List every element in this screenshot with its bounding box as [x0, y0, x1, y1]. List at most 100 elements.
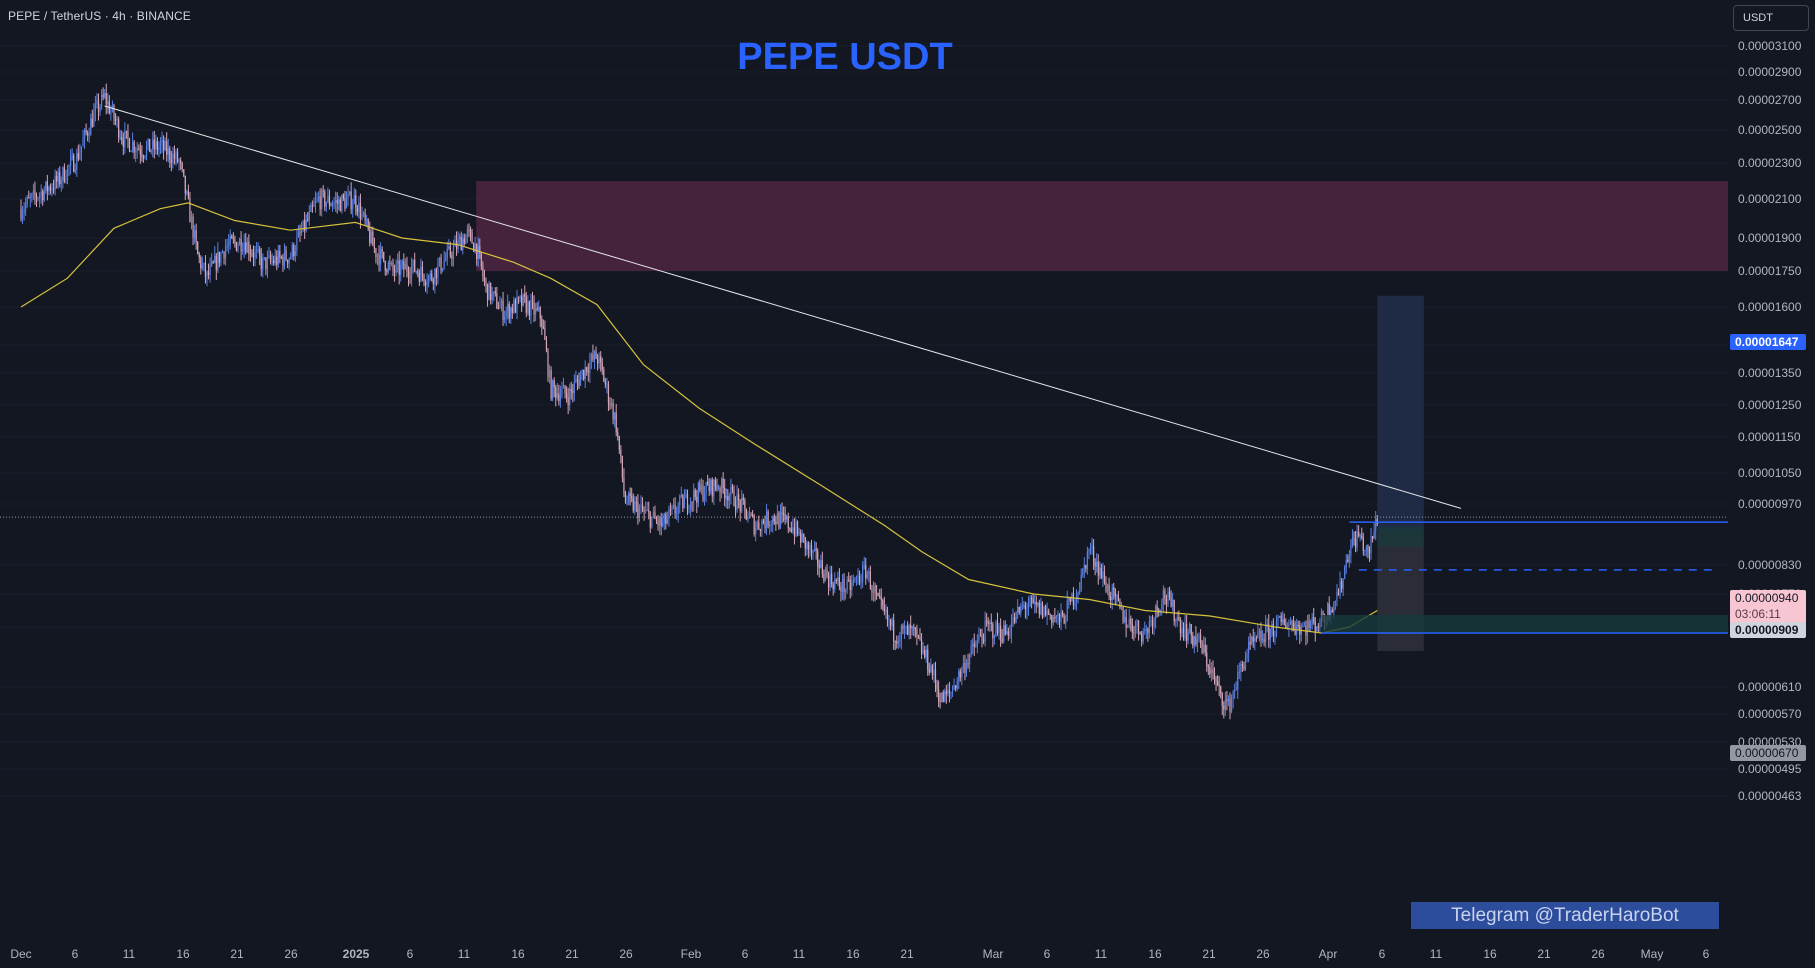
- candle: [1170, 590, 1172, 608]
- candle: [1313, 607, 1315, 625]
- candle: [1189, 622, 1191, 634]
- candle: [415, 270, 417, 275]
- candle: [31, 192, 33, 203]
- candle: [1254, 631, 1256, 651]
- candle: [690, 497, 692, 517]
- candle: [1308, 614, 1310, 632]
- candle: [1075, 589, 1078, 611]
- candle: [820, 554, 822, 569]
- candle: [680, 486, 682, 498]
- target-price-label: 0.00001647: [1730, 334, 1806, 350]
- candle: [528, 300, 530, 321]
- candle: [885, 604, 887, 619]
- candle: [502, 291, 504, 327]
- candle: [950, 691, 952, 699]
- candle: [273, 255, 275, 266]
- x-tick-label: 21: [230, 947, 244, 961]
- candle: [702, 479, 704, 503]
- candle: [814, 540, 816, 552]
- descending-trendline[interactable]: [104, 105, 1462, 509]
- candle: [451, 251, 453, 267]
- candle: [1035, 595, 1037, 613]
- candle: [1074, 599, 1076, 610]
- y-tick-label: 0.00000830: [1738, 558, 1802, 572]
- candle: [1131, 618, 1133, 640]
- moving-average-line[interactable]: [20, 202, 1378, 634]
- price-labels: 0.000016470.0000094003:06:110.000009090.…: [1730, 334, 1806, 761]
- candle: [51, 183, 53, 197]
- candle: [996, 612, 999, 636]
- candle: [517, 296, 520, 304]
- candle: [1114, 588, 1116, 606]
- candle: [590, 352, 592, 369]
- candle: [1096, 553, 1098, 573]
- candle: [728, 492, 730, 509]
- candle: [400, 259, 402, 282]
- candle: [437, 257, 439, 285]
- candle: [259, 246, 261, 266]
- candle: [1279, 615, 1281, 618]
- candle: [245, 232, 247, 255]
- candle: [858, 570, 861, 586]
- candle: [355, 189, 357, 216]
- candle: [525, 291, 527, 318]
- candle: [1300, 623, 1302, 642]
- candle: [1043, 605, 1045, 618]
- candle: [910, 615, 912, 639]
- long-position-tool[interactable]: [1377, 295, 1424, 651]
- candle: [282, 253, 284, 272]
- candle: [328, 189, 331, 210]
- time-axis[interactable]: Dec 6 11 16 21 26 2025 6 11 16 21 26 Feb 6 11 16 21 Mar 6 1…: [10, 947, 1709, 961]
- candle: [511, 303, 513, 319]
- candle: [672, 498, 675, 510]
- candle: [1261, 630, 1264, 644]
- candle: [666, 511, 668, 525]
- candle: [573, 374, 575, 402]
- candle: [420, 258, 422, 283]
- candle: [307, 211, 309, 222]
- candle: [612, 398, 614, 425]
- supply-zone[interactable]: [476, 181, 1729, 271]
- candle: [1373, 521, 1375, 539]
- price-axis[interactable]: 0.00003100 0.00002900 0.00002700 0.00002500…: [1738, 39, 1802, 803]
- candle: [104, 89, 106, 99]
- candle: [243, 233, 245, 259]
- candle: [490, 282, 492, 305]
- candle: [589, 352, 591, 384]
- x-tick-label: 2025: [343, 947, 370, 961]
- candle: [1181, 620, 1183, 637]
- candle: [406, 256, 408, 278]
- candle: [1375, 510, 1377, 541]
- y-tick-label: 0.00000570: [1738, 707, 1802, 721]
- candle: [1255, 635, 1257, 643]
- demand-box[interactable]: [1321, 615, 1728, 633]
- symbol-info[interactable]: PEPE / TetherUS · 4h · BINANCE: [8, 9, 191, 23]
- candle: [454, 235, 456, 247]
- levels-layer: [1321, 521, 1728, 634]
- candle: [1206, 644, 1208, 672]
- candle: [356, 204, 358, 217]
- candle: [696, 489, 698, 514]
- candle: [288, 257, 290, 270]
- candle: [1280, 612, 1282, 626]
- candle: [924, 645, 926, 659]
- candle: [304, 211, 306, 239]
- candle: [758, 515, 760, 531]
- candle: [1230, 694, 1233, 714]
- candle: [166, 132, 168, 162]
- candle: [1027, 596, 1030, 616]
- candle: [1299, 620, 1301, 645]
- candle: [361, 206, 363, 221]
- currency-button[interactable]: USDT: [1733, 5, 1809, 31]
- candle: [1336, 584, 1338, 607]
- x-tick-label: 16: [846, 947, 860, 961]
- candle: [865, 557, 867, 585]
- candle: [190, 210, 193, 230]
- candle: [156, 137, 158, 155]
- x-tick-label: Mar: [983, 947, 1004, 961]
- candle: [1110, 591, 1112, 608]
- candle: [457, 231, 459, 254]
- candle: [378, 245, 380, 272]
- candle: [598, 352, 600, 369]
